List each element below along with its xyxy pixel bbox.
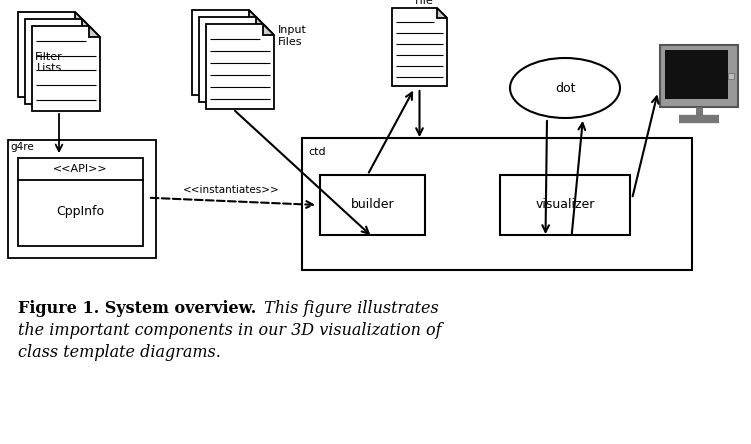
Polygon shape [263, 24, 274, 35]
Polygon shape [206, 24, 274, 109]
Text: builder: builder [351, 198, 394, 211]
Polygon shape [32, 26, 100, 111]
Text: CppInfo: CppInfo [56, 206, 104, 218]
Polygon shape [82, 19, 93, 30]
Text: the important components in our 3D visualization of: the important components in our 3D visua… [18, 322, 442, 339]
Text: class template diagrams.: class template diagrams. [18, 344, 221, 361]
Polygon shape [256, 17, 267, 28]
FancyBboxPatch shape [728, 73, 734, 79]
Text: g4re: g4re [10, 142, 34, 152]
Text: ctd: ctd [308, 147, 326, 157]
Text: This figure illustrates: This figure illustrates [259, 300, 439, 317]
Text: GXL
File: GXL File [413, 0, 436, 6]
Polygon shape [25, 19, 93, 104]
FancyBboxPatch shape [320, 175, 425, 235]
Polygon shape [192, 10, 260, 95]
Text: dot: dot [555, 82, 575, 95]
FancyBboxPatch shape [500, 175, 630, 235]
FancyBboxPatch shape [660, 45, 738, 107]
Polygon shape [392, 8, 447, 86]
Ellipse shape [510, 58, 620, 118]
Text: visualizer: visualizer [535, 198, 595, 211]
Text: Filter
Lists: Filter Lists [35, 52, 63, 73]
FancyBboxPatch shape [18, 158, 143, 246]
Polygon shape [437, 8, 447, 18]
Text: Figure 1. System overview.: Figure 1. System overview. [18, 300, 256, 317]
Text: <<instantiates>>: <<instantiates>> [183, 185, 280, 195]
Polygon shape [199, 17, 267, 102]
Text: Input
Files: Input Files [278, 25, 307, 47]
FancyBboxPatch shape [665, 50, 728, 99]
Text: <<API>>: <<API>> [53, 164, 108, 174]
Polygon shape [89, 26, 100, 37]
Polygon shape [75, 12, 86, 23]
Polygon shape [249, 10, 260, 21]
Polygon shape [18, 12, 86, 97]
